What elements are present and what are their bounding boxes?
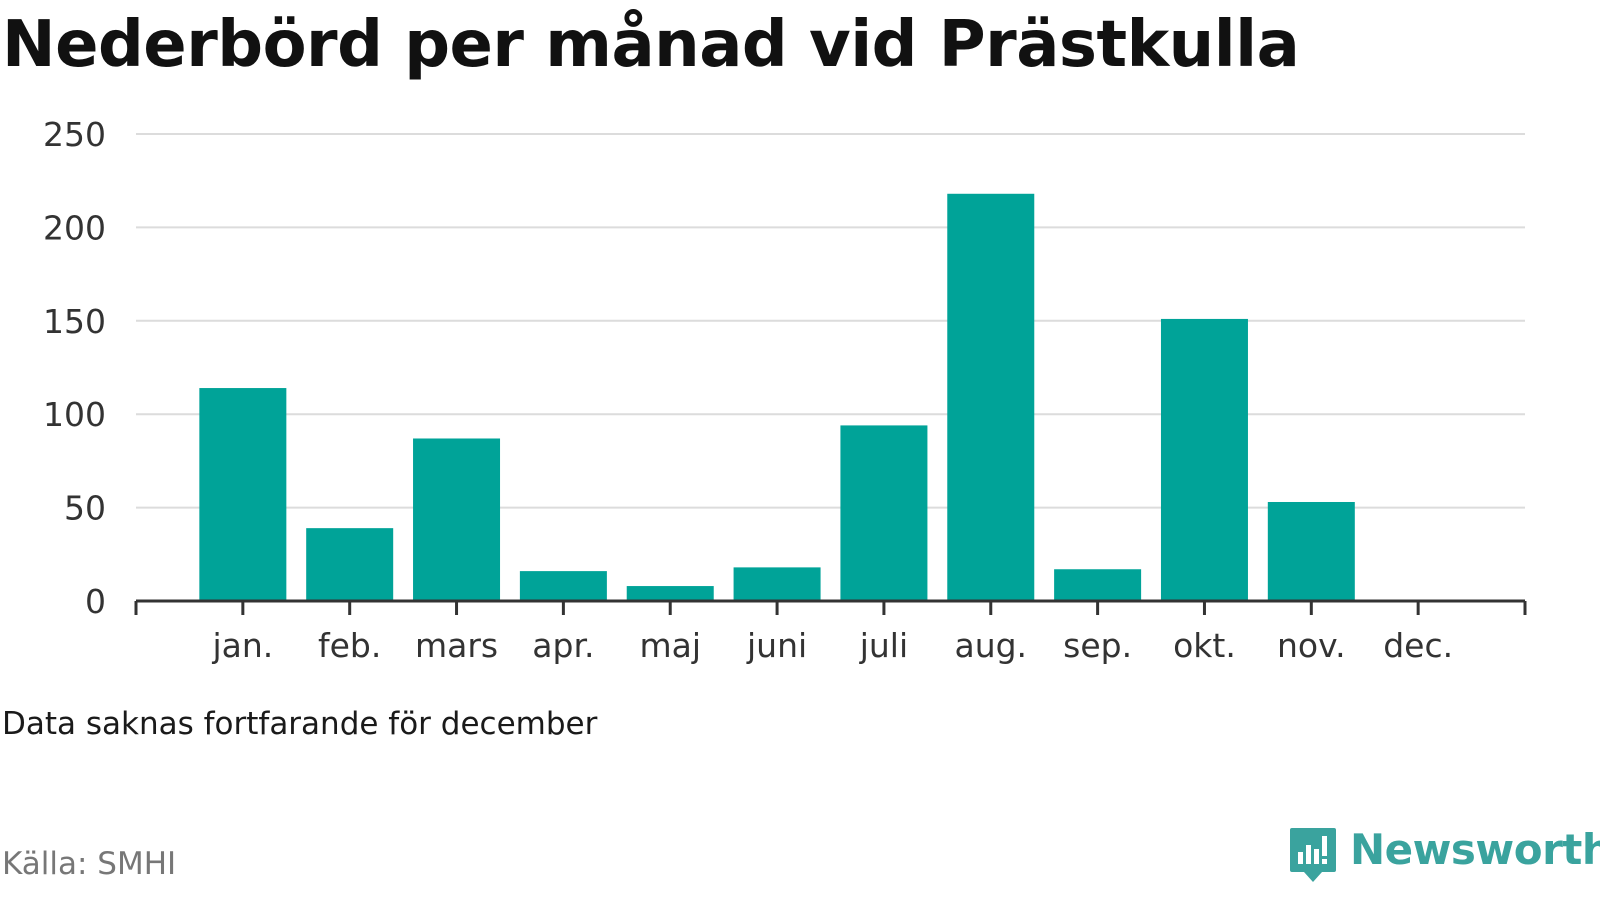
y-tick-label: 150	[43, 302, 106, 341]
x-tick-label: feb.	[318, 626, 381, 665]
source-credit: Källa: SMHI	[2, 846, 177, 882]
x-axis	[134, 599, 1527, 615]
x-tick-label: aug.	[954, 626, 1027, 665]
bar-0	[199, 388, 287, 601]
bar-9	[1160, 318, 1248, 601]
x-tick-label: apr.	[532, 626, 594, 665]
x-tick-label: nov.	[1277, 626, 1346, 665]
y-tick-label: 0	[85, 582, 106, 621]
bar-6	[840, 425, 928, 601]
bar-8	[1054, 569, 1142, 601]
y-tick-label: 100	[43, 395, 106, 434]
x-tick-label: jan.	[211, 626, 273, 665]
bar-4	[626, 586, 714, 601]
gridlines	[136, 133, 1525, 509]
bar-5	[733, 567, 821, 601]
footnote: Data saknas fortfarande för december	[2, 706, 598, 742]
x-tick-label: sep.	[1063, 626, 1132, 665]
x-tick-label: okt.	[1173, 626, 1236, 665]
bars	[199, 193, 1355, 601]
x-tick-label: juli	[859, 626, 908, 665]
bar-3	[519, 571, 607, 601]
bar-2	[413, 438, 501, 601]
bar-7	[947, 193, 1035, 601]
x-tick-label: juni	[746, 626, 807, 665]
newsworthy-logo-text: Newsworthy	[1350, 825, 1600, 874]
newsworthy-logo: Newsworthy	[1288, 826, 1600, 884]
y-tick-label: 200	[43, 208, 106, 247]
newsworthy-logo-icon	[1290, 828, 1336, 882]
bar-1	[306, 528, 394, 601]
y-tick-label: 250	[43, 115, 106, 154]
x-tick-label: maj	[639, 626, 701, 665]
x-axis-tick-labels: jan. feb. mars apr. maj juni juli aug. sep. okt. n…	[211, 626, 1453, 665]
y-tick-label: 50	[64, 489, 106, 528]
x-tick-label: dec.	[1383, 626, 1453, 665]
y-axis-tick-labels: 0 50 100 150 200 250	[43, 115, 106, 621]
chart-title: Nederbörd per månad vid Prästkulla	[2, 8, 1300, 82]
bar-10	[1267, 501, 1355, 601]
x-tick-label: mars	[415, 626, 498, 665]
